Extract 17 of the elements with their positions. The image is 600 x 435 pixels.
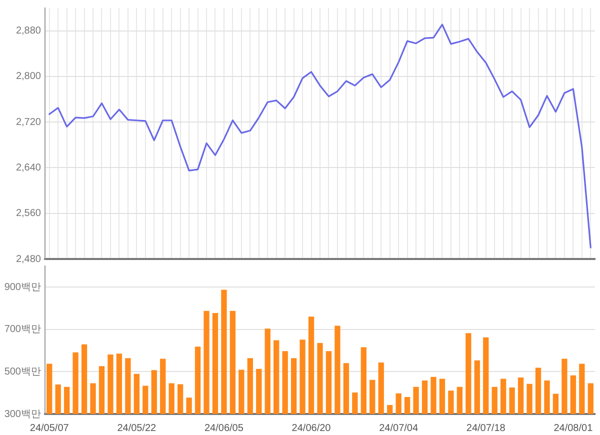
x-tick-label: 24/08/01 — [554, 422, 594, 434]
x-tick-label: 24/07/18 — [466, 422, 506, 434]
x-tick-label: 24/05/07 — [30, 422, 70, 434]
y-tick-label: 300백만 — [4, 408, 41, 420]
y-tick-label: 900백만 — [4, 282, 41, 293]
y-tick-label: 2,480 — [16, 254, 42, 265]
y-tick-label: 2,720 — [16, 116, 42, 128]
y-tick-label: 700백만 — [4, 324, 41, 336]
y-tick-label: 2,800 — [16, 71, 42, 82]
y-tick-label: 500백만 — [4, 366, 41, 378]
y-tick-label: 2,560 — [16, 208, 42, 220]
x-tick-label: 24/05/22 — [117, 422, 157, 434]
y-tick-label: 2,640 — [16, 162, 42, 174]
y-tick-label: 2,880 — [16, 26, 42, 37]
x-tick-label: 24/06/05 — [204, 422, 244, 434]
x-tick-label: 24/07/04 — [379, 422, 418, 434]
x-tick-label: 24/06/20 — [292, 422, 332, 434]
